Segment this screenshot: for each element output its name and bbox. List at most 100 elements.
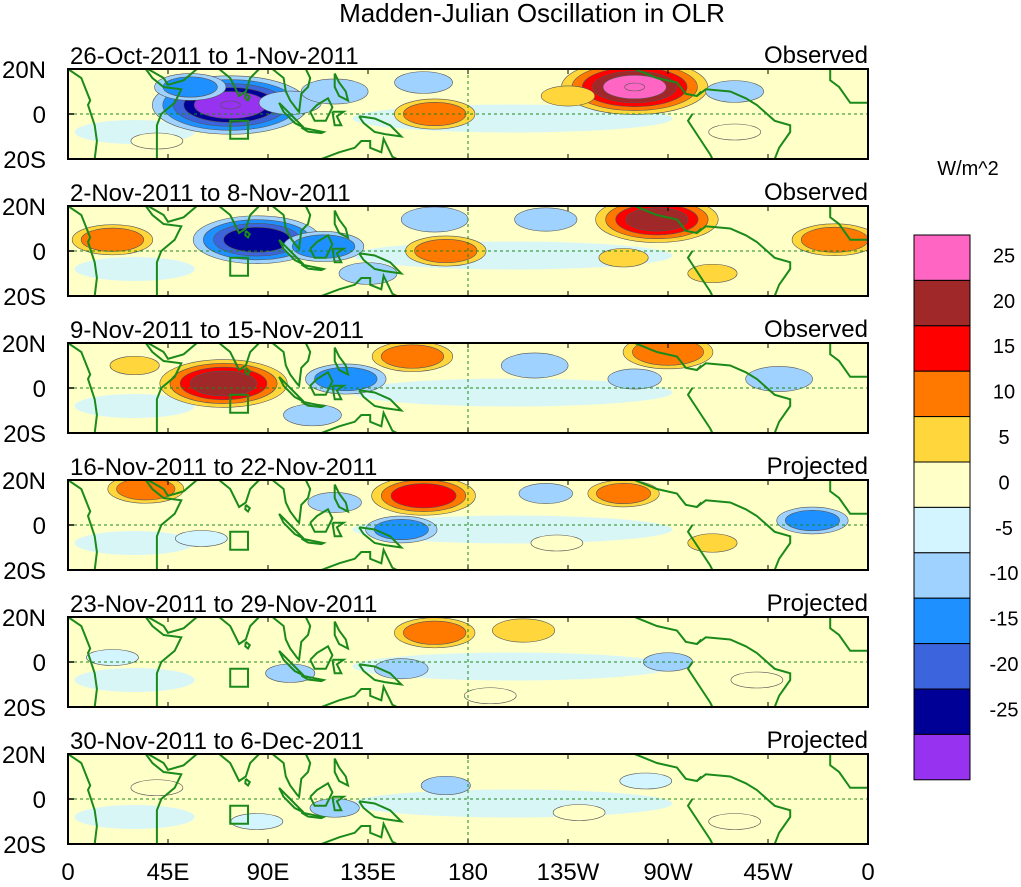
contour-level [400,206,469,233]
anomaly-field [68,617,868,707]
coastline [331,795,347,812]
coastline [686,387,714,433]
colorbar-swatch [913,416,971,463]
anomaly-field [68,206,868,296]
contour-level [552,804,606,821]
contour-level [800,226,868,253]
contour-level [730,671,784,689]
contour-level [607,368,662,390]
y-tick-label: 0 [33,650,46,677]
y-tick-label: 20N [2,57,46,84]
contour-peak [219,100,241,110]
coastlines [68,754,868,844]
anomaly-cell [265,663,316,683]
background-band [74,257,195,281]
anomaly-cell [109,355,160,376]
anomaly-cell [492,618,556,643]
coastline [147,343,198,360]
anomaly-cell [394,71,453,94]
anomaly-cell [394,617,476,649]
y-tick-label: 20S [3,558,46,585]
coastline [333,484,350,514]
coastline [309,781,334,807]
panels: 20N 0 20S 26-Oct-2011 to 1-Nov-2011 Observed… [2,42,869,859]
colorbar-label: -25 [990,699,1019,721]
y-tick-label: 0 [33,239,46,266]
contour-level [705,80,764,103]
anomaly-cell [540,85,596,107]
contour-level [420,775,471,796]
coastline [333,210,350,240]
anomaly-cell [71,224,154,256]
anomaly-cell [730,671,784,689]
anomaly-cell [745,366,813,392]
contour-level [403,620,467,645]
contour-level [619,772,673,790]
coastline [320,409,398,433]
anomaly-cell [192,215,321,264]
coastline [147,754,198,771]
anomaly-cell [687,263,738,284]
y-tick-label: 0 [33,513,46,540]
colorbar-swatch [913,688,971,735]
anomaly-cell [463,687,517,705]
contour-level [86,649,139,666]
coastline [218,754,260,783]
coastlines [68,343,868,433]
anomaly-cell [514,207,578,232]
contour-level [745,366,813,392]
contour-level [687,533,738,553]
contour-level [500,352,569,379]
x-tick-label: 180 [448,859,488,886]
coastline [829,754,868,789]
anomaly-cell [283,403,342,427]
coastline [218,69,260,98]
coastline [244,93,252,103]
anomaly-cell [708,123,761,141]
coastline [218,617,260,646]
coastline [829,480,868,515]
panel-date-label: 9-Nov-2011 to 15-Nov-2011 [70,317,364,344]
anomaly-cell [552,804,606,821]
coastline [218,206,260,235]
coastline [309,507,334,533]
colorbar-label: -20 [990,654,1019,676]
x-tick-label: 135E [340,859,396,886]
contour-level [596,483,651,504]
coastline [358,800,405,823]
contour-level [374,658,429,680]
panel-kind-label: Projected [767,727,868,754]
coastline [309,233,334,259]
x-tick-label: 0 [861,859,874,886]
coastline [331,247,347,264]
coastline [333,73,350,103]
coastline [696,773,792,844]
coastlines [68,206,868,296]
anomaly-cell [687,533,738,553]
y-tick-label: 0 [33,376,46,403]
anomaly-cell [619,772,673,790]
chart-title: Madden-Julian Oscillation in OLR [339,0,725,28]
coastline [300,811,327,820]
panel-4: 20N 0 20S 16-Nov-2011 to 22-Nov-2011 Project… [2,453,869,585]
contour-level [530,534,584,552]
colorbar-swatch [913,643,971,690]
panel-date-label: 26-Oct-2011 to 1-Nov-2011 [70,43,359,70]
coastline [333,621,350,651]
coastline [331,658,347,675]
x-tick-label: 45W [743,859,793,886]
y-tick-label: 20N [2,742,46,769]
coastline [829,69,868,104]
colorbar-label: 0 [998,472,1009,494]
coastline [333,758,350,788]
contour-level [189,370,258,397]
index-box [229,530,250,551]
background-band [74,394,195,418]
contour-level [109,355,160,376]
contour-level [230,813,284,830]
y-tick-label: 20S [3,695,46,722]
anomaly-cell [405,235,487,267]
coastline [686,661,714,707]
panel-3: 20N 0 20S 9-Nov-2011 to 15-Nov-2011 Observed [2,316,869,448]
coastline [686,798,714,844]
